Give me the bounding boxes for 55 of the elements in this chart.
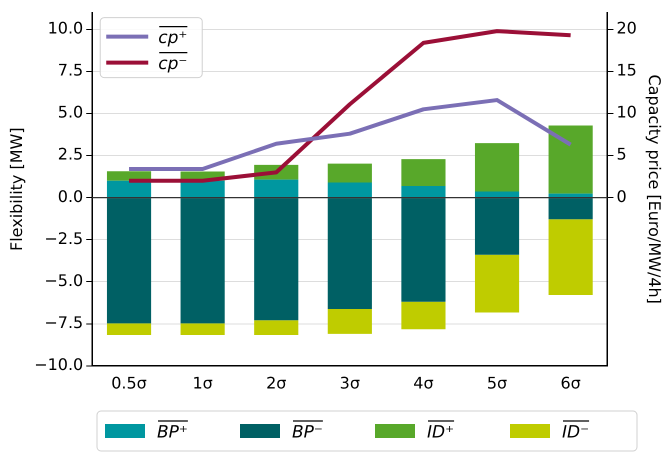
bar — [328, 198, 372, 309]
bar — [254, 198, 298, 320]
x-tick-label: 3σ — [340, 374, 360, 393]
bar — [254, 180, 298, 198]
y2-tick-label: 0 — [616, 186, 627, 206]
legend-label: cp⁺ — [158, 28, 188, 48]
bar — [474, 143, 520, 192]
bar — [548, 198, 593, 220]
bar — [328, 308, 372, 334]
bar — [401, 186, 446, 198]
bar — [328, 164, 372, 182]
legend-label: cp⁻ — [158, 54, 188, 74]
x-tick-label: 1σ — [192, 374, 213, 393]
bar — [401, 302, 446, 330]
y2-tick-label: 5 — [616, 144, 627, 164]
y2-tick-label: 15 — [616, 60, 637, 80]
bar — [474, 254, 520, 312]
y-tick-label: −2.5 — [44, 228, 84, 248]
bar — [180, 198, 225, 324]
y-tick-label: 10.0 — [48, 18, 84, 38]
y-tick-label: 7.5 — [58, 60, 84, 80]
bar — [106, 180, 152, 198]
x-tick-label: 2σ — [266, 374, 286, 393]
bar — [106, 323, 152, 336]
bar — [548, 194, 593, 198]
legend-label: ID⁻ — [562, 422, 590, 442]
y2-tick-label: 10 — [616, 102, 637, 122]
y-tick-label: 5.0 — [58, 102, 84, 122]
legend-label: BP⁺ — [157, 422, 188, 442]
x-tick-label: 4σ — [413, 374, 434, 393]
bar — [474, 198, 520, 255]
bar — [254, 320, 298, 336]
bar — [474, 192, 520, 198]
bar — [180, 323, 225, 336]
bar — [548, 219, 593, 295]
legend-label: BP⁻ — [292, 422, 323, 442]
bar — [106, 171, 152, 181]
bar — [180, 180, 225, 198]
y-tick-label: −5.0 — [44, 270, 84, 290]
y-axis-title: Flexibility [MW] — [6, 127, 26, 251]
x-tick-label: 5σ — [486, 374, 508, 393]
y-tick-label: −10.0 — [34, 354, 84, 374]
y-tick-label: −7.5 — [44, 312, 84, 332]
x-tick-label: 6σ — [560, 374, 581, 393]
y2-tick-label: 20 — [616, 18, 637, 38]
y-tick-label: 0.0 — [58, 186, 84, 206]
y-tick-label: 2.5 — [58, 144, 84, 164]
bar — [328, 182, 372, 198]
legend-label: ID⁺ — [427, 422, 454, 442]
bar — [106, 198, 152, 324]
x-tick-label: 0.5σ — [111, 374, 147, 393]
bar — [401, 159, 446, 186]
y2-axis-title: Capacity price [Euro/MW/4h] — [645, 74, 664, 304]
bar — [401, 198, 446, 302]
bar — [548, 125, 593, 194]
